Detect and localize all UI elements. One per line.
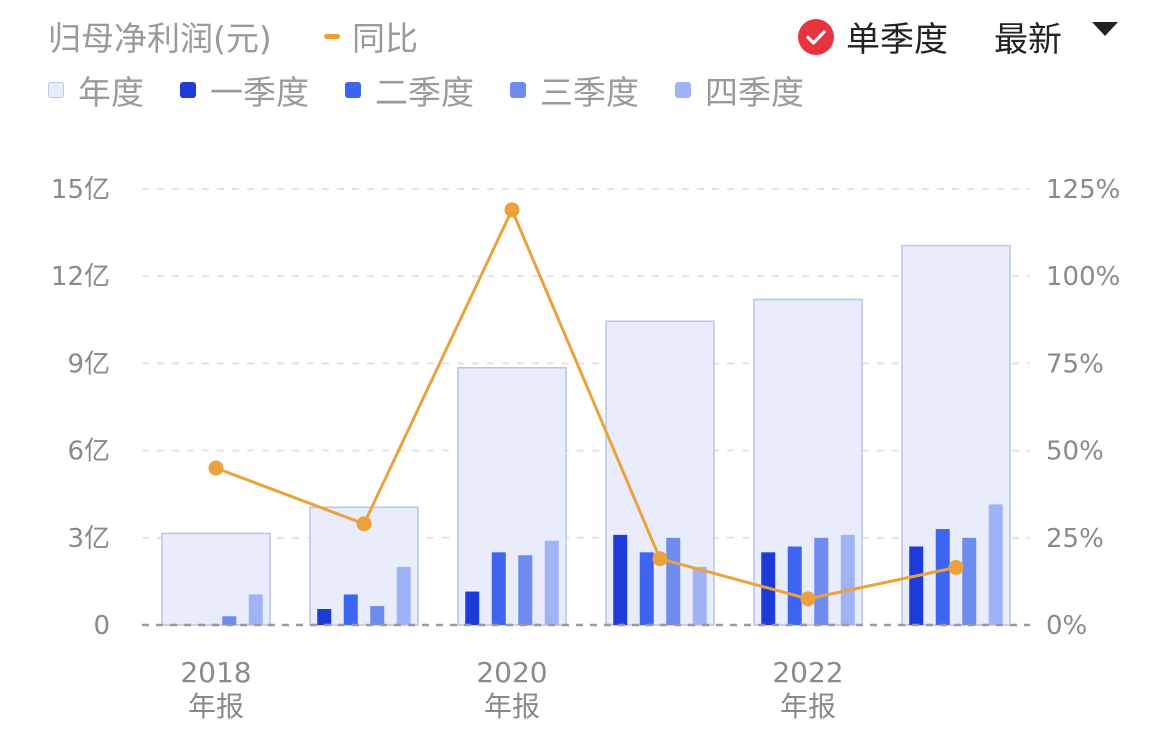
quarter-bar-q4 bbox=[544, 540, 559, 625]
y-tick-label: 6亿 bbox=[67, 437, 110, 467]
yoy-legend-label: 同比 bbox=[352, 19, 418, 58]
caret-down-icon bbox=[1092, 21, 1118, 36]
legend-label-q3: 三季度 bbox=[540, 73, 639, 112]
x-tick-suffix: 年报 bbox=[484, 690, 540, 723]
yoy-point bbox=[800, 591, 816, 607]
y2-tick-label: 50% bbox=[1046, 437, 1104, 467]
legend-swatch-q2 bbox=[345, 82, 361, 98]
legend-label-q1: 一季度 bbox=[210, 73, 309, 112]
legend-swatch-annual bbox=[48, 82, 64, 98]
quarter-bar-q3 bbox=[962, 537, 977, 625]
legend-item-q3[interactable]: 三季度 bbox=[510, 66, 639, 114]
quarter-bar-q2 bbox=[491, 552, 506, 625]
y2-tick-label: 75% bbox=[1046, 349, 1104, 379]
yoy-point bbox=[652, 551, 668, 567]
quarter-bar-q4 bbox=[840, 534, 855, 625]
legend-swatch-q3 bbox=[510, 82, 526, 98]
sort-dropdown[interactable]: 最新 bbox=[994, 12, 1118, 61]
yoy-point bbox=[356, 516, 372, 532]
y2-tick-label: 125% bbox=[1046, 175, 1120, 205]
chart-title: 归母净利润(元) bbox=[48, 19, 272, 58]
legend-item-q2[interactable]: 二季度 bbox=[345, 66, 474, 114]
legend-label-annual: 年度 bbox=[78, 73, 144, 112]
quarter-bar-q4 bbox=[248, 594, 263, 625]
yoy-point bbox=[948, 559, 964, 575]
y-tick-label: 3亿 bbox=[67, 524, 110, 554]
quarter-bar-q3 bbox=[666, 537, 681, 625]
y2-tick-label: 0% bbox=[1046, 611, 1087, 641]
quarter-bar-q4 bbox=[396, 566, 411, 625]
quarter-bar-q4 bbox=[692, 566, 707, 625]
x-tick-year: 2022 bbox=[772, 656, 843, 689]
y-tick-label: 0 bbox=[93, 611, 110, 641]
y-tick-label: 15亿 bbox=[51, 175, 110, 205]
single-quarter-toggle[interactable]: 单季度 bbox=[798, 12, 948, 61]
legend-label-q2: 二季度 bbox=[375, 73, 474, 112]
quarter-bar-q3 bbox=[222, 616, 237, 625]
yoy-legend: 同比 bbox=[324, 12, 418, 60]
yoy-point bbox=[504, 202, 520, 218]
x-tick-year: 2018 bbox=[180, 656, 251, 689]
y-tick-label: 9亿 bbox=[67, 349, 110, 379]
quarter-bar-q3 bbox=[814, 537, 829, 625]
legend-item-annual[interactable]: 年度 bbox=[48, 66, 144, 114]
quarter-bar-q2 bbox=[343, 594, 358, 625]
x-tick-suffix: 年报 bbox=[188, 690, 244, 723]
quarter-bar-q2 bbox=[787, 546, 802, 625]
quarter-bar-q1 bbox=[613, 534, 628, 625]
chart-header: 归母净利润(元) 同比 单季度 最新 年度 一季度 二季度 三季度 bbox=[0, 0, 1170, 120]
yoy-point bbox=[208, 460, 224, 476]
legend-item-q4[interactable]: 四季度 bbox=[675, 66, 804, 114]
legend-swatch-q1 bbox=[180, 82, 196, 98]
single-quarter-label: 单季度 bbox=[846, 20, 948, 60]
chart-legend: 年度 一季度 二季度 三季度 四季度 bbox=[48, 66, 840, 114]
quarter-bar-q1 bbox=[317, 609, 332, 625]
legend-label-q4: 四季度 bbox=[705, 73, 804, 112]
quarter-bar-q1 bbox=[909, 546, 924, 625]
sort-dropdown-label: 最新 bbox=[994, 20, 1062, 60]
y-tick-label: 12亿 bbox=[51, 262, 110, 292]
check-circle-icon bbox=[798, 18, 834, 55]
quarter-bar-q3 bbox=[518, 555, 533, 625]
quarter-bar-q2 bbox=[639, 552, 654, 625]
legend-item-q1[interactable]: 一季度 bbox=[180, 66, 309, 114]
x-tick-year: 2020 bbox=[476, 656, 547, 689]
y2-tick-label: 25% bbox=[1046, 524, 1104, 554]
quarter-bar-q3 bbox=[370, 606, 385, 625]
y2-tick-label: 100% bbox=[1046, 262, 1120, 292]
yoy-line-swatch bbox=[324, 33, 340, 39]
quarter-bar-q4 bbox=[988, 504, 1003, 625]
legend-swatch-q4 bbox=[675, 82, 691, 98]
quarter-bar-q1 bbox=[465, 591, 480, 625]
yoy-line bbox=[215, 208, 957, 601]
quarter-bar-q2 bbox=[935, 529, 950, 625]
x-tick-suffix: 年报 bbox=[780, 690, 836, 723]
